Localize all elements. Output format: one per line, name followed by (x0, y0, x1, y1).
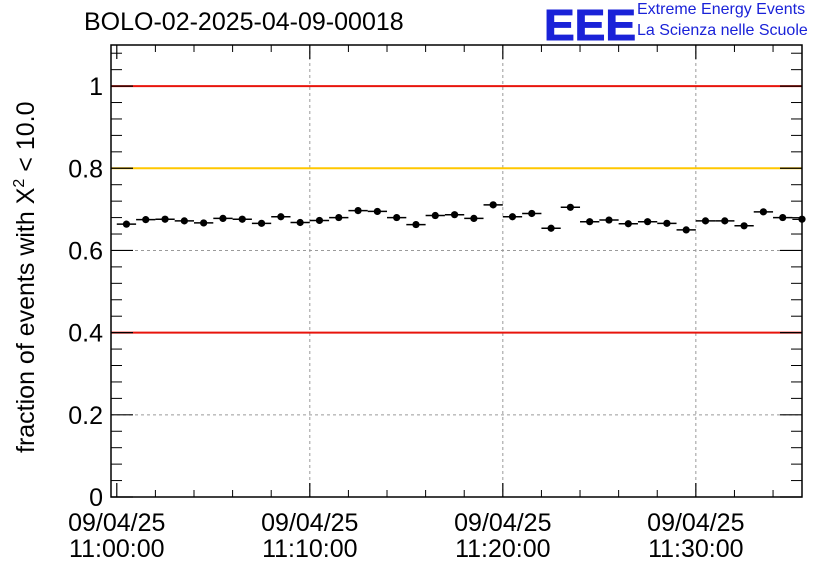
x-tick-label-date: 09/04/25 (647, 509, 744, 537)
x-tick-label-date: 09/04/25 (68, 509, 165, 537)
data-point (412, 220, 420, 229)
data-point (798, 215, 806, 223)
data-point (393, 213, 401, 222)
chart-title: BOLO-02-2025-04-09-00018 (84, 8, 404, 36)
data-point (663, 219, 671, 227)
data-point (528, 209, 536, 218)
data-point (566, 203, 574, 211)
data-point (605, 216, 613, 224)
reference-lines (111, 85, 802, 334)
data-point (200, 219, 208, 227)
data-point (354, 206, 362, 215)
data-point (489, 201, 497, 209)
y-tick-label: 0.6 (68, 237, 103, 265)
y-tick-label: 0 (89, 484, 103, 512)
data-point (779, 213, 787, 222)
data-point (238, 215, 246, 223)
data-point (277, 213, 285, 221)
data-point (219, 214, 227, 223)
data-point (257, 219, 266, 227)
data-point (508, 213, 517, 221)
x-tick-label-time: 11:30:00 (648, 535, 743, 563)
data-point (547, 224, 555, 232)
data-point (643, 218, 652, 226)
y-tick-label: 0.8 (68, 155, 103, 183)
data-point (701, 217, 710, 225)
x-tick-label-time: 11:20:00 (455, 535, 550, 563)
x-tick-label-time: 11:00:00 (69, 535, 164, 563)
data-point (335, 213, 343, 222)
grid (111, 45, 802, 497)
data-point (470, 214, 478, 223)
eee-logo: EEE (544, 2, 637, 44)
data-point (624, 220, 632, 228)
y-tick-label: 0.2 (68, 402, 103, 430)
data-point (180, 217, 188, 225)
logo-subtitle-line2: La Scienza nelle Scuole (637, 22, 808, 39)
y-tick-label: 0.4 (68, 320, 103, 348)
data-point (373, 207, 381, 216)
axis-ticks (111, 45, 802, 498)
logo-subtitle-line1: Extreme Energy Events (637, 1, 806, 18)
data-point (682, 226, 690, 234)
data-point (315, 216, 324, 225)
data-points (116, 201, 806, 234)
y-tick-label: 1 (89, 73, 103, 101)
y-axis-label: fraction of events with X2 < 10.0 (11, 102, 40, 453)
data-point (122, 220, 131, 228)
data-point (721, 217, 729, 225)
y-tick-labels: 0 0.2 0.4 0.6 0.8 1 (68, 73, 103, 512)
x-tick-label-date: 09/04/25 (261, 509, 358, 537)
x-tick-labels: 09/04/2511:00:0009/04/2511:10:0009/04/25… (68, 509, 744, 563)
data-point (296, 218, 304, 227)
data-point (142, 216, 150, 224)
data-point (450, 211, 459, 219)
x-tick-label-time: 11:10:00 (262, 535, 357, 563)
data-point (161, 215, 169, 223)
plot-frame (110, 44, 803, 498)
x-tick-label-date: 09/04/25 (454, 509, 551, 537)
data-point (431, 211, 439, 220)
data-point (759, 208, 767, 216)
data-point (740, 222, 748, 230)
data-point (586, 218, 594, 226)
eee-logo-text: EEE (544, 2, 636, 44)
